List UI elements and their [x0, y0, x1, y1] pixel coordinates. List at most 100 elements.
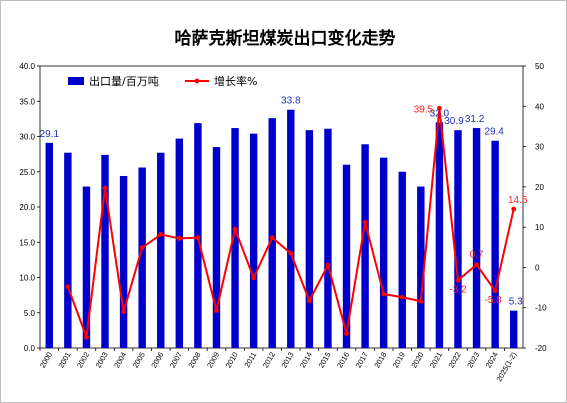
growth-point [306, 298, 312, 304]
bar [212, 147, 221, 348]
bar [472, 128, 481, 348]
x-tick-label: 2005 [131, 351, 147, 370]
y-right-tick-label: -20 [535, 344, 547, 353]
y-right-tick-label: 0 [535, 263, 540, 272]
y-left-tick-label: 10.0 [19, 274, 35, 283]
growth-point [121, 309, 126, 315]
bar [119, 175, 128, 348]
growth-point [102, 185, 108, 191]
bar [509, 310, 518, 348]
growth-point [139, 245, 145, 251]
growth-point [492, 288, 498, 294]
x-tick-label: 2010 [224, 351, 240, 370]
legend-bar-swatch [68, 77, 84, 85]
y-right-tick-label: 30 [535, 143, 544, 152]
bar-data-label: 31.2 [465, 114, 485, 125]
legend-line-marker [194, 78, 200, 84]
x-tick-label: 2009 [205, 351, 221, 370]
growth-point [362, 219, 368, 225]
growth-point [158, 231, 164, 237]
bar [82, 186, 91, 348]
x-tick-label: 2007 [168, 351, 184, 370]
x-tick-label: 2017 [354, 351, 370, 370]
bar [361, 144, 369, 348]
bar [231, 128, 239, 348]
bar [175, 138, 184, 348]
y-left-tick-label: 30.0 [19, 133, 35, 142]
x-tick-label: 2012 [261, 351, 277, 370]
growth-point [232, 226, 238, 232]
growth-point [437, 105, 442, 111]
y-left-tick-label: 35.0 [19, 97, 35, 106]
y-right-tick-label: -10 [535, 304, 547, 313]
y-left-tick-label: 20.0 [19, 203, 35, 212]
growth-point [474, 262, 479, 268]
x-tick-label: 2004 [112, 351, 128, 370]
growth-point [65, 284, 71, 290]
bar-data-label: 32.0 [430, 108, 450, 119]
x-tick-label: 2021 [428, 351, 444, 370]
growth-point [251, 275, 257, 281]
line-data-label: 39.5 [414, 104, 434, 115]
bar [324, 128, 332, 348]
bar-data-label: 29.4 [484, 127, 504, 138]
bar [435, 122, 444, 349]
x-tick-label: 2022 [447, 351, 463, 370]
growth-point [344, 331, 349, 336]
growth-point [195, 235, 201, 241]
x-tick-label: 2008 [186, 351, 202, 370]
growth-point [176, 236, 182, 241]
bar [138, 167, 146, 348]
growth-point [511, 206, 517, 212]
x-tick-label: 2015 [317, 351, 333, 370]
line-data-label: -3.2 [449, 284, 467, 295]
y-right-tick-label: 10 [535, 223, 544, 232]
bar [491, 140, 499, 348]
x-tick-label: 2020 [409, 351, 425, 370]
bar [249, 133, 258, 348]
y-right-tick-label: 20 [535, 183, 544, 192]
growth-point [325, 262, 331, 268]
growth-point [418, 298, 424, 304]
x-tick-label: 2013 [279, 351, 295, 370]
bar-data-label: 33.8 [281, 96, 301, 107]
x-tick-label: 2001 [56, 351, 72, 370]
y-left-tick-label: 5.0 [24, 309, 36, 318]
growth-point [214, 308, 219, 313]
growth-point [455, 277, 461, 283]
line-data-label: 14.5 [508, 195, 528, 206]
growth-point [399, 294, 405, 300]
y-left-tick-label: 25.0 [19, 168, 35, 177]
bar [305, 130, 314, 348]
growth-point [381, 291, 387, 297]
legend-bar-label: 出口量/百万吨 [89, 74, 159, 88]
growth-point [288, 250, 294, 256]
bar [417, 186, 425, 348]
y-left-tick-label: 15.0 [19, 238, 35, 247]
bar [379, 157, 388, 348]
bar [342, 164, 351, 348]
x-tick-label: 2018 [372, 351, 388, 370]
bar [157, 152, 165, 348]
bar-data-label: 30.9 [444, 116, 464, 127]
x-tick-label: 2024 [484, 351, 500, 370]
x-tick-label: 2002 [75, 351, 91, 370]
y-left-tick-label: 40.0 [19, 62, 35, 71]
bar [454, 130, 462, 348]
bar [64, 152, 72, 348]
y-right-tick-label: 40 [535, 102, 544, 111]
bar [268, 118, 276, 348]
bar [287, 109, 295, 349]
growth-point [269, 235, 275, 241]
bar [45, 142, 54, 348]
x-tick-label: 2016 [335, 351, 351, 370]
x-tick-label: 2014 [298, 351, 314, 370]
x-tick-label: 2000 [38, 351, 54, 370]
x-tick-label: 2003 [94, 351, 110, 370]
bar [398, 171, 406, 348]
x-tick-label: 2006 [149, 351, 165, 370]
y-right-tick-label: 50 [535, 62, 544, 71]
chart-title: 哈萨克斯坦煤炭出口变化走势 [175, 28, 396, 49]
